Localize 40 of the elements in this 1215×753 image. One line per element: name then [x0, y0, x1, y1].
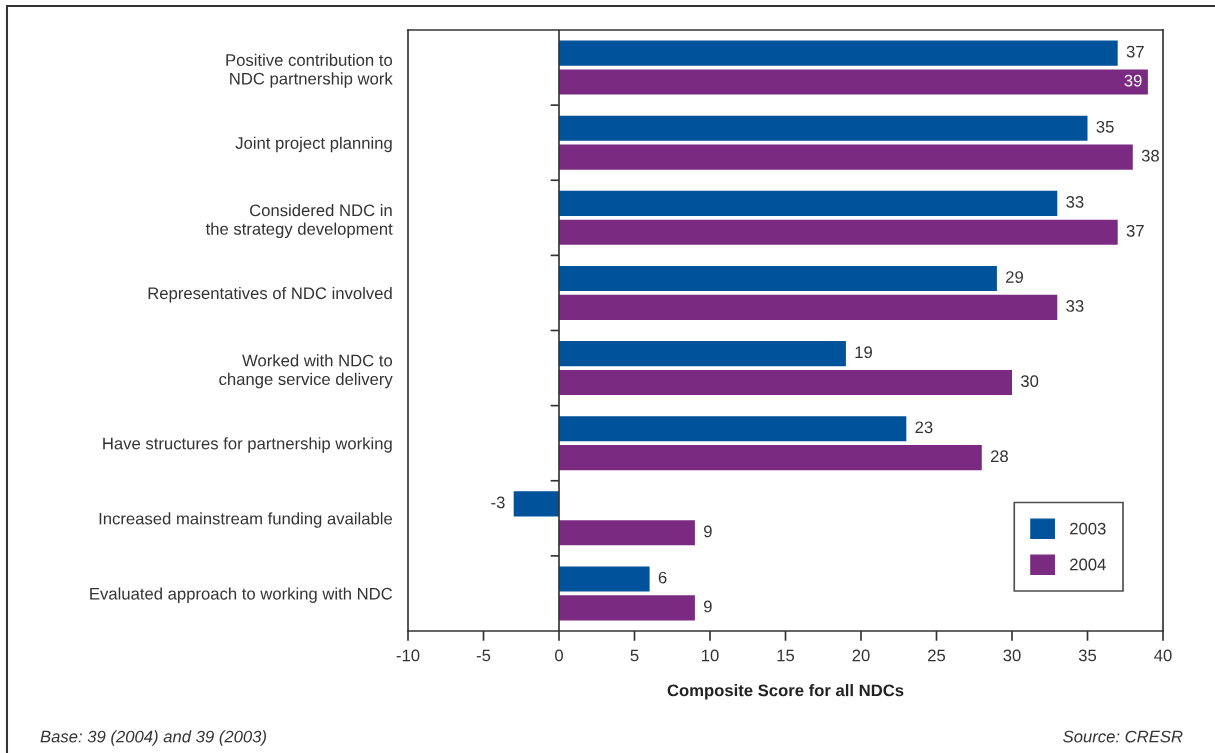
- y-tick-label: Positive contribution to NDC partnership work: [226, 53, 393, 88]
- data-label: 19: [855, 346, 872, 359]
- x-tick-label: 40: [1154, 649, 1172, 662]
- x-tick-label: 15: [777, 649, 795, 662]
- x-tick-label: 20: [852, 649, 870, 662]
- data-label: -3: [491, 496, 505, 509]
- y-tick-label: Representatives of NDC involved: [148, 286, 392, 303]
- x-tick-label: -10: [396, 649, 420, 662]
- y-tick-label: Increased mainstream funding available: [99, 512, 392, 528]
- data-label: 39: [1124, 74, 1142, 87]
- y-tick-label: Worked with NDC to change service delivery: [219, 354, 393, 389]
- data-label: 35: [1096, 120, 1114, 133]
- data-label: 28: [990, 450, 1008, 463]
- legend-label: 2004: [1070, 558, 1106, 571]
- data-label: 9: [704, 600, 712, 613]
- x-tick-label: 5: [630, 649, 639, 662]
- data-label: 6: [658, 571, 667, 584]
- legend-label: 2003: [1070, 522, 1106, 535]
- data-label: 33: [1066, 300, 1084, 312]
- x-axis-title: Composite Score for all NDCs: [667, 684, 904, 700]
- x-tick-label: 30: [1003, 649, 1021, 662]
- y-tick-label: Considered NDC in the strategy development: [205, 204, 393, 239]
- source-note: Source: CRESR: [1063, 730, 1183, 743]
- data-label: 38: [1141, 149, 1159, 162]
- x-tick-label: 10: [702, 649, 719, 662]
- x-tick-label: 0: [555, 649, 563, 662]
- data-label: 37: [1126, 45, 1144, 58]
- x-tick-label: 35: [1078, 649, 1097, 662]
- data-label: 9: [704, 525, 712, 538]
- data-label: 30: [1020, 375, 1039, 387]
- x-tick-label: -5: [476, 649, 491, 662]
- data-label: 23: [915, 421, 933, 434]
- data-label: 29: [1006, 271, 1023, 283]
- data-label: 33: [1066, 196, 1084, 208]
- y-tick-label: Evaluated approach to working with NDC: [90, 587, 393, 603]
- data-label: 37: [1126, 224, 1144, 237]
- x-tick-label: 25: [928, 649, 946, 662]
- y-tick-label: Joint project planning: [235, 136, 392, 153]
- text: Base: 39 (2004) and 39 (2003): [40, 730, 267, 746]
- y-tick-label: Have structures for partnership working: [103, 437, 392, 453]
